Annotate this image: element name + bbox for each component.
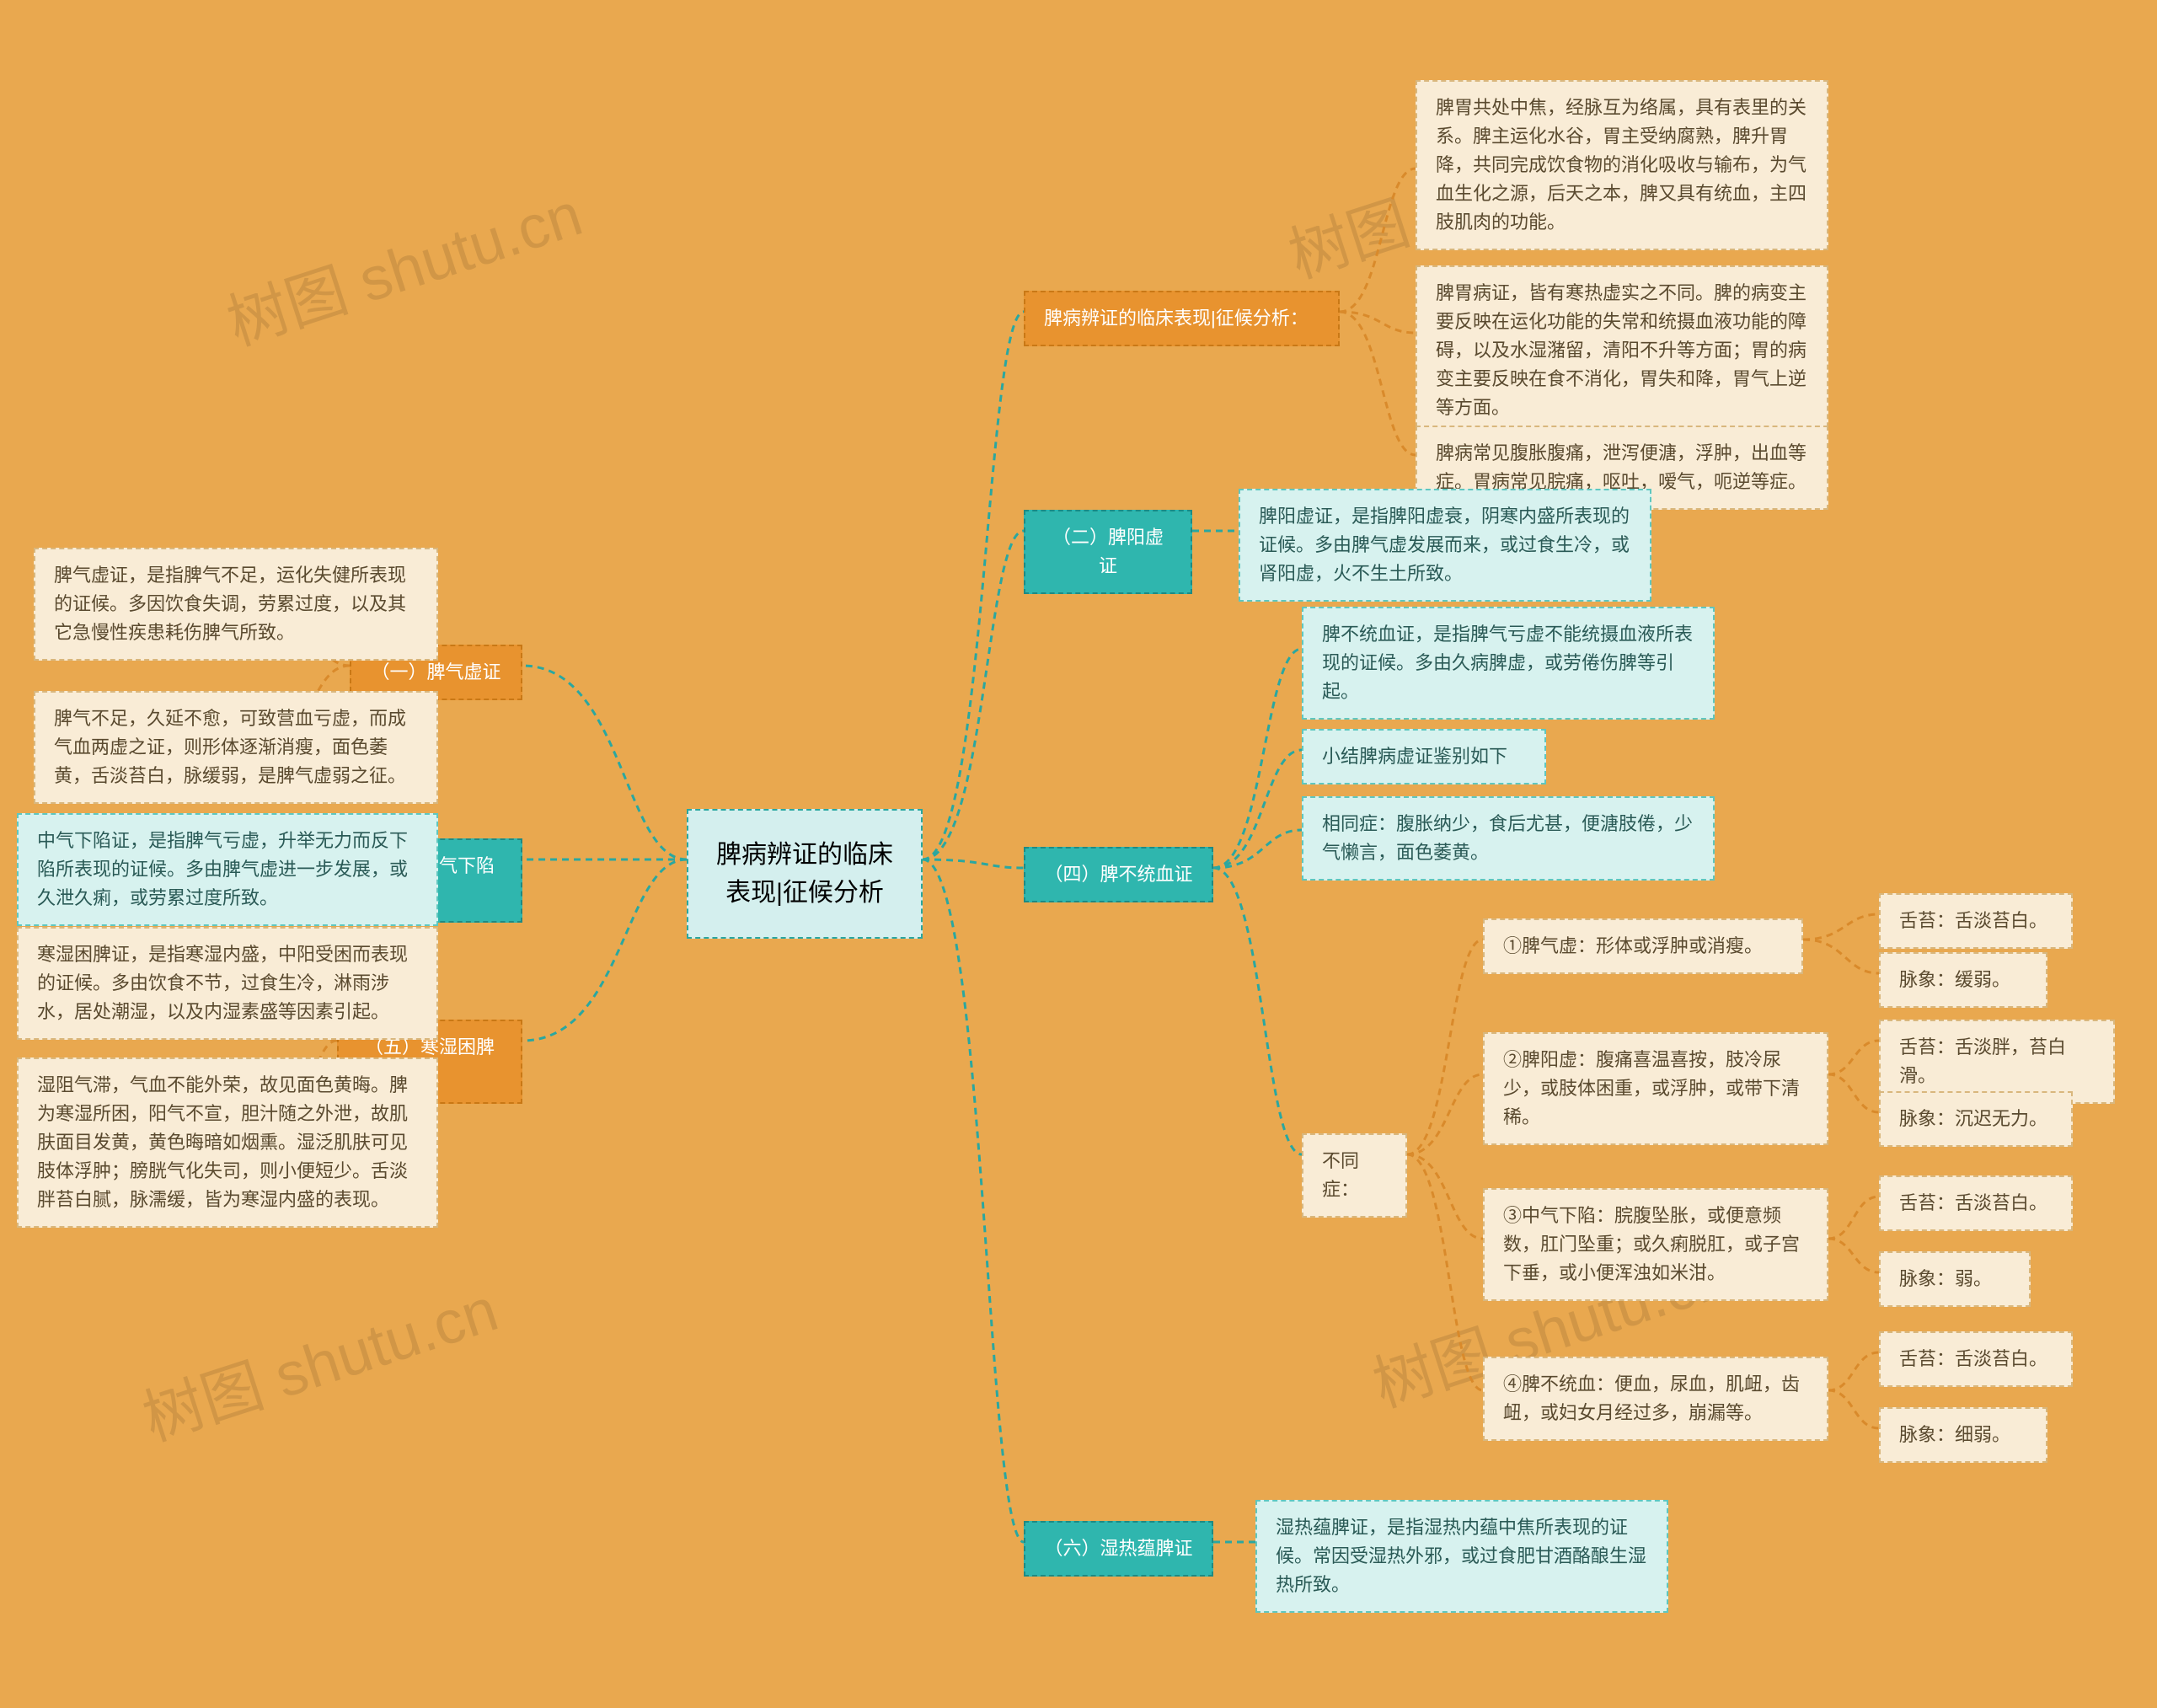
branch-1-leaf-2: 脾气不足，久延不愈，可致营血亏虚，而成气血两虚之证，则形体逐渐消瘦，面色萎黄，舌… (34, 691, 438, 804)
diff-4-pulse: 脉象：细弱。 (1879, 1407, 2047, 1463)
diff-3: ③中气下陷：脘腹坠胀，或便意频数，肛门坠重；或久痢脱肛，或子宫下垂，或小便浑浊如… (1483, 1188, 1828, 1301)
diff-2-pulse: 脉象：沉迟无力。 (1879, 1091, 2073, 1147)
diff-4: ④脾不统血：便血，尿血，肌衄，齿衄，或妇女月经过多，崩漏等。 (1483, 1357, 1828, 1441)
diff-4-tongue: 舌苔：舌淡苔白。 (1879, 1331, 2073, 1387)
branch-5-leaf-1: 寒湿困脾证，是指寒湿内盛，中阳受困而表现的证候。多由饮食不节，过食生冷，淋雨涉水… (17, 927, 438, 1040)
intro-leaf-1: 脾胃共处中焦，经脉互为络属，具有表里的关系。脾主运化水谷，胃主受纳腐熟，脾升胃降… (1416, 80, 1828, 250)
branch-3-leaf-1: 中气下陷证，是指脾气亏虚，升举无力而反下陷所表现的证候。多由脾气虚进一步发展，或… (17, 813, 438, 926)
branch-5-leaf-2: 湿阻气滞，气血不能外荣，故见面色黄晦。脾为寒湿所困，阳气不宣，胆汁随之外泄，故肌… (17, 1057, 438, 1228)
branch-4-title: （四）脾不统血证 (1024, 847, 1213, 902)
branch-4-leaf-3: 相同症：腹胀纳少，食后尤甚，便溏肢倦，少气懒言，面色萎黄。 (1302, 796, 1715, 881)
diff-3-tongue: 舌苔：舌淡苔白。 (1879, 1175, 2073, 1231)
branch-4-leaf-2: 小结脾病虚证鉴别如下 (1302, 729, 1546, 784)
branch-2-title: （二）脾阳虚证 (1024, 510, 1192, 594)
branch-6-title: （六）湿热蕴脾证 (1024, 1521, 1213, 1577)
branch-6-leaf-1: 湿热蕴脾证，是指湿热内蕴中焦所表现的证候。常因受湿热外邪，或过食肥甘酒酪酿生湿热… (1255, 1500, 1668, 1613)
branch-1-leaf-1: 脾气虚证，是指脾气不足，运化失健所表现的证候。多因饮食失调，劳累过度，以及其它急… (34, 548, 438, 661)
intro-leaf-2: 脾胃病证，皆有寒热虚实之不同。脾的病变主要反映在运化功能的失常和统摄血液功能的障… (1416, 265, 1828, 436)
watermark: 树图 shutu.cn (130, 1260, 506, 1458)
branch-4-leaf-1: 脾不统血证，是指脾气亏虚不能统摄血液所表现的证候。多由久病脾虚，或劳倦伤脾等引起… (1302, 607, 1715, 720)
branch-4-diff-label: 不同症： (1302, 1133, 1407, 1218)
intro-title: 脾病辨证的临床表现|征候分析： (1024, 291, 1340, 346)
watermark: 树图 shutu.cn (214, 164, 591, 362)
branch-2-leaf-1: 脾阳虚证，是指脾阳虚衰，阴寒内盛所表现的证候。多由脾气虚发展而来，或过食生冷，或… (1239, 489, 1651, 602)
diff-3-pulse: 脉象：弱。 (1879, 1251, 2031, 1307)
diff-1-tongue: 舌苔：舌淡苔白。 (1879, 893, 2073, 949)
diff-2: ②脾阳虚：腹痛喜温喜按，肢冷尿少，或肢体困重，或浮肿，或带下清稀。 (1483, 1032, 1828, 1145)
diff-1-pulse: 脉象：缓弱。 (1879, 952, 2047, 1008)
diff-1: ①脾气虚：形体或浮肿或消瘦。 (1483, 918, 1803, 974)
root-node: 脾病辨证的临床表现|征候分析 (687, 809, 923, 939)
